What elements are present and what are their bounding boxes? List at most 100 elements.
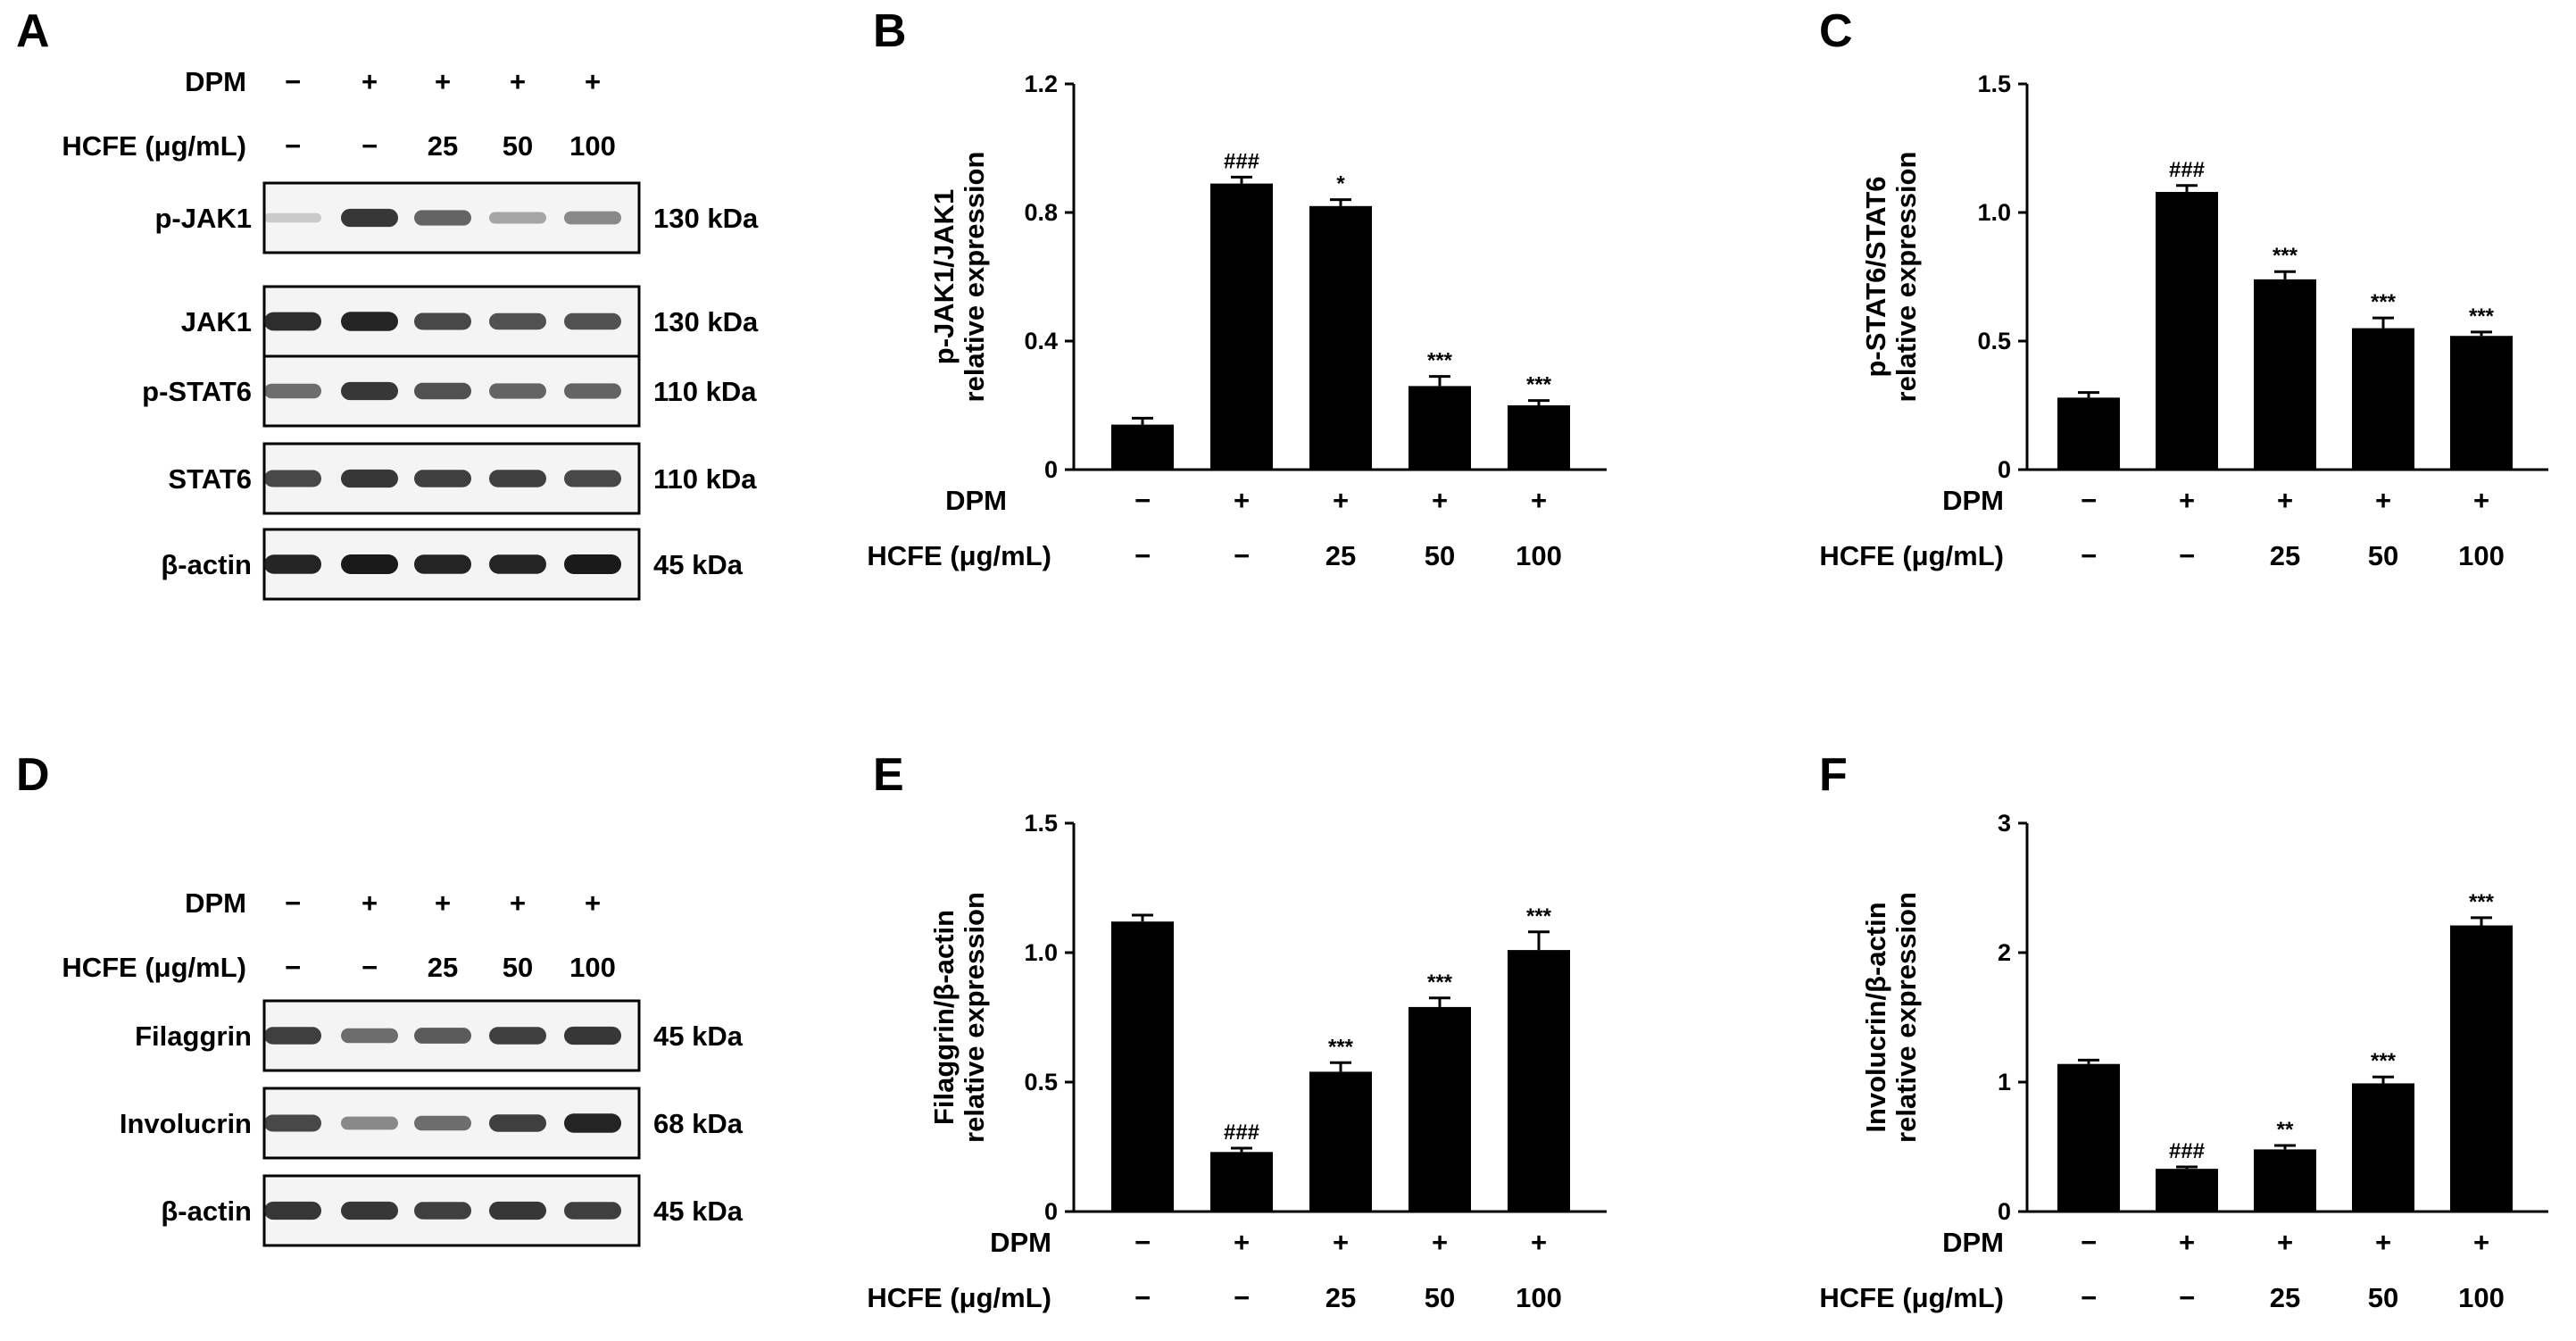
bar-1 bbox=[2057, 397, 2120, 470]
blot-row-involucrin: Involucrin 68 kDa bbox=[120, 1087, 744, 1160]
hcfe-value-2: − bbox=[2179, 1282, 2195, 1313]
hcfe-value-3: 25 bbox=[1325, 540, 1356, 571]
dpm-value-1: − bbox=[2081, 485, 2097, 516]
y-tick-label: 1.2 bbox=[1024, 71, 1058, 97]
significance-3: *** bbox=[2273, 244, 2298, 268]
panel-letter-e: E bbox=[873, 749, 904, 801]
blot-band bbox=[414, 554, 471, 574]
y-axis-title-line-2: relative expression bbox=[1890, 892, 1922, 1143]
significance-4: *** bbox=[1427, 349, 1453, 373]
y-tick-label: 1.5 bbox=[1024, 810, 1058, 837]
hcfe-value-1: − bbox=[2081, 540, 2097, 571]
y-tick-label: 1.0 bbox=[1977, 199, 2011, 226]
hcfe-value-4: 50 bbox=[2368, 1282, 2398, 1313]
blot-row-size: 68 kDa bbox=[653, 1108, 744, 1139]
blot-band bbox=[414, 1115, 471, 1131]
significance-3: * bbox=[1336, 172, 1345, 196]
blot-band bbox=[564, 470, 621, 487]
y-tick-label: 0 bbox=[1998, 456, 2011, 483]
bar-chart-panel-e: 0 0.5 1.0 1.5 Filaggrin/β-actin relative expr… bbox=[867, 810, 1607, 1313]
blot-band bbox=[341, 1028, 398, 1044]
y-tick-label: 1.0 bbox=[1024, 939, 1058, 966]
bar-4 bbox=[2352, 328, 2414, 470]
hcfe-value-1: − bbox=[1134, 1282, 1151, 1313]
blot-row-size: 130 kDa bbox=[653, 203, 759, 234]
blot-band bbox=[489, 383, 546, 399]
blot-band bbox=[564, 1113, 621, 1133]
blot-band bbox=[341, 469, 398, 488]
dpm-value-4: + bbox=[2375, 1227, 2391, 1258]
dpm-value-5: + bbox=[2473, 485, 2489, 516]
dpm-lane-1: − bbox=[285, 66, 301, 97]
hcfe-label: HCFE (μg/mL) bbox=[1819, 540, 2004, 571]
blot-row-label: p-JAK1 bbox=[154, 203, 252, 234]
hcfe-value-5: 100 bbox=[1516, 540, 1562, 571]
blot-row-size: 110 kDa bbox=[653, 376, 757, 407]
blot-band bbox=[414, 210, 471, 226]
y-axis-title-line-1: Filaggrin/β-actin bbox=[928, 910, 960, 1125]
bar-5 bbox=[2450, 925, 2513, 1212]
hcfe-value-5: 100 bbox=[1516, 1282, 1562, 1313]
dpm-label: DPM bbox=[990, 1227, 1051, 1258]
blot-band bbox=[341, 312, 398, 331]
y-tick-label: 0 bbox=[1998, 1198, 2011, 1225]
dpm-lane-5: + bbox=[585, 66, 601, 97]
blot-band bbox=[564, 312, 621, 330]
blot-band bbox=[414, 312, 471, 330]
dpm-value-4: + bbox=[1432, 485, 1448, 516]
dpm-value-1: − bbox=[1134, 485, 1151, 516]
blot-band bbox=[264, 312, 321, 331]
dpm-value-1: − bbox=[2081, 1227, 2097, 1258]
bar-chart-panel-f: 0 1 2 3 Involucrin/β-actin relative expressio… bbox=[1819, 810, 2548, 1313]
panel-letters: A B C D E F bbox=[16, 5, 1853, 801]
dpm-value-2: + bbox=[2179, 485, 2195, 516]
panel-letter-d: D bbox=[16, 749, 50, 801]
y-axis-title-line-1: Involucrin/β-actin bbox=[1860, 902, 1891, 1132]
dpm-value-2: + bbox=[1234, 1227, 1250, 1258]
bar-chart-panel-c: 0 0.5 1.0 1.5 p-STAT6/STAT6 relative expressi… bbox=[1819, 71, 2548, 571]
dpm-value-3: + bbox=[2277, 485, 2293, 516]
hcfe-label: HCFE (μg/mL) bbox=[867, 1282, 1051, 1313]
y-tick-label: 0.5 bbox=[1024, 1069, 1058, 1095]
bar-2 bbox=[2156, 1169, 2218, 1212]
dpm-value-5: + bbox=[1531, 1227, 1547, 1258]
y-tick-label: 0 bbox=[1044, 456, 1058, 483]
dpm-value-4: + bbox=[2375, 485, 2391, 516]
dpm-lane-2: + bbox=[361, 887, 378, 919]
dpm-value-3: + bbox=[1333, 1227, 1349, 1258]
bar-3 bbox=[1309, 1071, 1372, 1212]
panel-letter-a: A bbox=[16, 5, 50, 57]
bar-1 bbox=[1111, 424, 1174, 470]
western-blot-panel-d: DPM − + + + + HCFE (μg/mL) − − 25 50 100 Filaggrin 45… bbox=[62, 887, 744, 1247]
hcfe-lane-2: − bbox=[361, 130, 378, 162]
y-tick-label: 1 bbox=[1998, 1069, 2011, 1095]
hcfe-lane-3: 25 bbox=[428, 130, 458, 162]
blot-band bbox=[489, 554, 546, 574]
bar-4 bbox=[1408, 386, 1471, 470]
bar-3 bbox=[2254, 279, 2316, 470]
blot-band bbox=[341, 381, 398, 401]
hcfe-value-3: 25 bbox=[2270, 1282, 2300, 1313]
significance-2: ### bbox=[1224, 1120, 1259, 1145]
panel-letter-c: C bbox=[1819, 5, 1853, 57]
dpm-lane-1: − bbox=[285, 887, 301, 919]
significance-3: ** bbox=[2277, 1118, 2294, 1142]
blot-row-label: JAK1 bbox=[181, 306, 252, 337]
hcfe-value-5: 100 bbox=[2458, 540, 2505, 571]
dpm-lane-4: + bbox=[510, 66, 526, 97]
bar-4 bbox=[1408, 1006, 1471, 1212]
bar-2 bbox=[2156, 191, 2218, 470]
panel-letter-b: B bbox=[873, 5, 907, 57]
bar-2 bbox=[1210, 183, 1273, 470]
y-axis-title-line-1: p-JAK1/JAK1 bbox=[928, 189, 960, 364]
blot-band bbox=[414, 1202, 471, 1220]
significance-4: *** bbox=[1427, 970, 1453, 995]
hcfe-value-3: 25 bbox=[2270, 540, 2300, 571]
significance-2: ### bbox=[2169, 1139, 2205, 1163]
dpm-value-3: + bbox=[1333, 485, 1349, 516]
blot-band bbox=[341, 1201, 398, 1220]
blot-row-stat6: STAT6 110 kDa bbox=[168, 442, 757, 515]
bar-5 bbox=[1508, 405, 1570, 470]
bar-4 bbox=[2352, 1083, 2414, 1212]
dpm-label: DPM bbox=[1942, 485, 2004, 516]
